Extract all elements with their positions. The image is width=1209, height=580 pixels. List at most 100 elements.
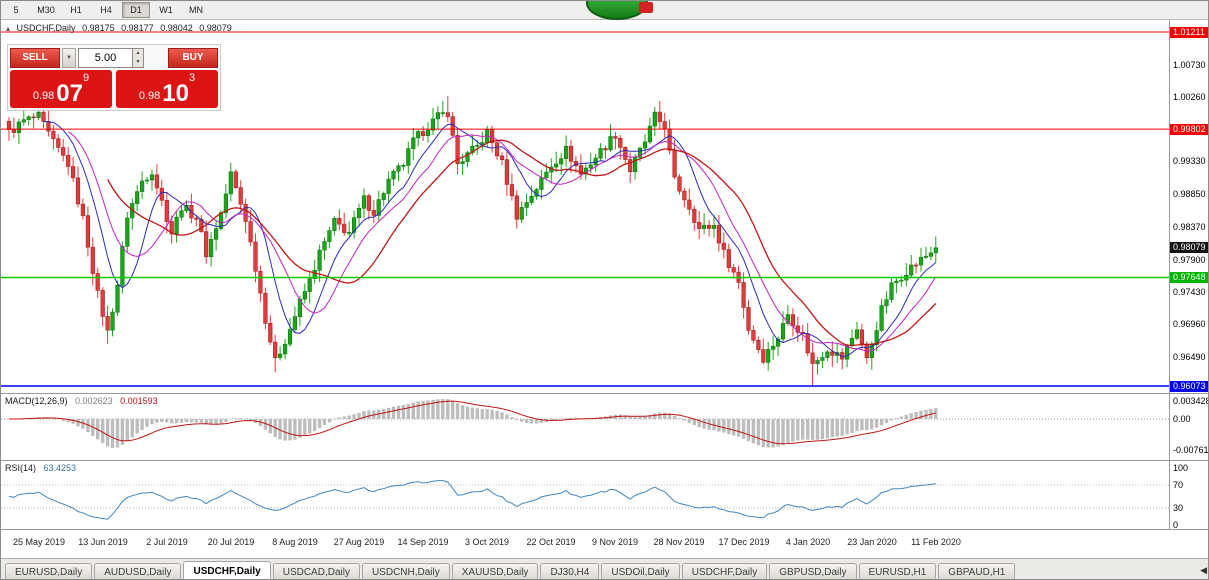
price-axis-label-1.01211: 1.01211 [1170, 27, 1208, 38]
price-axis-label-0.97648: 0.97648 [1170, 272, 1208, 283]
one-click-controls: SELL ▼ ▲ ▼ BUY [10, 47, 218, 68]
macd-name: MACD(12,26,9) [5, 396, 68, 406]
chart-tabs: EURUSD,Daily AUDUSD,Daily USDCHF,Daily USDC… [5, 561, 1017, 579]
ohlc-header: ▴ USDCHF,Daily 0.98175 0.98177 0.98042 0… [6, 23, 236, 33]
buy-price-sup: 3 [189, 72, 196, 84]
buy-price-display[interactable]: 0.98 10 3 [116, 70, 218, 108]
price-axis-label-0.98370: 0.98370 [1173, 222, 1206, 232]
rsi-chart[interactable] [1, 461, 1169, 529]
macd-signal-line [9, 400, 936, 445]
macd-axis-label--0.007615: -0.007615 [1173, 445, 1209, 455]
broker-logo-tag [639, 2, 653, 13]
date-label-8: 3 Oct 2019 [464, 537, 510, 547]
date-label-14: 23 Jan 2020 [847, 537, 897, 547]
buy-price-base: 0.98 [138, 90, 161, 102]
rsi-axis-label-30: 30 [1173, 503, 1184, 513]
tab-usdcnh-daily[interactable]: USDCNH,Daily [361, 563, 450, 579]
price-axis-label-0.97430: 0.97430 [1173, 287, 1206, 297]
rsi-axis[interactable]: 100 70 30 0 [1169, 461, 1208, 530]
timeframe-d1[interactable]: D1 [122, 2, 150, 18]
tab-usdchf-daily[interactable]: USDCHF,Daily [183, 561, 271, 579]
date-label-5: 8 Aug 2019 [272, 537, 318, 547]
macd-axis[interactable]: 0.003428 0.00 -0.007615 [1169, 394, 1209, 460]
price-axis-label-1.00260: 1.00260 [1173, 92, 1206, 102]
date-label-2: 13 Jun 2019 [78, 537, 128, 547]
volume-stepper: ▲ ▼ [132, 47, 144, 68]
rsi-axis-label-70: 70 [1173, 480, 1184, 490]
date-label-10: 9 Nov 2019 [591, 537, 639, 547]
date-label-7: 14 Sep 2019 [397, 537, 449, 547]
rsi-line [8, 480, 936, 520]
volume-control: ▲ ▼ [78, 47, 166, 68]
price-axis-label-1.00730: 1.00730 [1173, 60, 1206, 70]
one-click-prices: 0.98 07 9 0.98 10 3 [10, 70, 218, 108]
tab-usdchf-daily[interactable]: USDCHF,Daily [681, 563, 768, 579]
price-axis-label-0.97900: 0.97900 [1173, 255, 1206, 265]
tab-gbpusd-daily[interactable]: GBPUSD,Daily [769, 563, 857, 579]
macd-panel: MACD(12,26,9) 0.002623 0.001593 0.003428… [1, 393, 1209, 460]
ma-mid-line [67, 131, 937, 352]
macd-value: 0.002623 [75, 396, 113, 406]
price-axis-label-0.98850: 0.98850 [1173, 189, 1206, 199]
high-value: 0.98177 [121, 23, 154, 33]
sell-price-main: 07 [56, 80, 83, 107]
sell-price-base: 0.98 [32, 90, 55, 102]
tab-gbpaud-h1[interactable]: GBPAUD,H1 [938, 563, 1016, 579]
date-label-15: 11 Feb 2020 [911, 537, 961, 547]
timeframe-5[interactable]: 5 [13, 5, 19, 15]
volume-decrease-button[interactable]: ▼ [135, 58, 141, 65]
buy-button[interactable]: BUY [168, 47, 218, 68]
collapse-icon[interactable]: ▴ [6, 24, 11, 33]
chevron-down-icon: ▼ [66, 54, 72, 61]
timeframe-w1[interactable]: W1 [159, 5, 173, 15]
macd-signal-value: 0.001593 [120, 396, 158, 406]
open-value: 0.98175 [82, 23, 115, 33]
sell-button[interactable]: SELL [10, 47, 60, 68]
price-axis[interactable]: 1.01211 1.00730 1.00260 0.99802 0.99330 0.988… [1169, 20, 1208, 393]
date-label-1: 25 May 2019 [12, 537, 66, 547]
candles-group [6, 96, 938, 387]
tab-scroll-left-button[interactable]: ◀ [1200, 565, 1207, 575]
date-label-3: 2 Jul 2019 [146, 537, 188, 547]
timeframe-m30[interactable]: M30 [37, 5, 55, 15]
tab-xauusd-daily[interactable]: XAUUSD,Daily [451, 563, 539, 579]
macd-axis-label-0.003428: 0.003428 [1173, 396, 1209, 406]
low-value: 0.98042 [160, 23, 193, 33]
one-click-trading-panel: SELL ▼ ▲ ▼ BUY 0.98079 0.981 [7, 44, 221, 111]
rsi-value: 63.4253 [43, 463, 77, 473]
date-axis[interactable]: 25 May 2019 13 Jun 2019 2 Jul 2019 20 Jul 2… [1, 529, 1208, 558]
candlestick-chart[interactable] [1, 20, 1169, 393]
main-chart-panel: ▴ USDCHF,Daily 0.98175 0.98177 0.98042 0… [1, 20, 1208, 393]
tab-audusd-daily[interactable]: AUDUSD,Daily [94, 563, 182, 579]
timeframe-h1[interactable]: H1 [70, 5, 82, 15]
volume-input[interactable] [78, 47, 132, 68]
date-label-13: 4 Jan 2020 [785, 537, 831, 547]
volume-increase-button[interactable]: ▲ [135, 49, 141, 56]
sell-price-sup: 9 [83, 72, 90, 84]
tab-usdoil-daily[interactable]: USDOil,Daily [601, 563, 680, 579]
tab-usdcad-daily[interactable]: USDCAD,Daily [272, 563, 360, 579]
price-axis-label-0.96490: 0.96490 [1173, 352, 1206, 362]
date-label-4: 20 Jul 2019 [207, 537, 255, 547]
price-axis-label-0.99330: 0.99330 [1173, 156, 1206, 166]
rsi-name: RSI(14) [5, 463, 37, 473]
date-label-9: 22 Oct 2019 [526, 537, 576, 547]
date-label-6: 27 Aug 2019 [333, 537, 385, 547]
timeframe-h4[interactable]: H4 [100, 5, 112, 15]
timeframe-mn[interactable]: MN [189, 5, 203, 15]
rsi-label: RSI(14) 63.4253 [5, 463, 81, 473]
date-label-12: 17 Dec 2019 [718, 537, 770, 547]
buy-price-main: 10 [162, 80, 189, 107]
sell-price-display[interactable]: 0.98 07 9 [10, 70, 112, 108]
timeframe-buttons: 5 M30 H1 H4 D1 W1 MN [1, 1, 211, 19]
macd-chart[interactable] [1, 394, 1169, 460]
tab-eurusd-daily[interactable]: EURUSD,Daily [5, 563, 93, 579]
rsi-axis-label-100: 100 [1173, 463, 1189, 473]
tab-dj30-h4[interactable]: DJ30,H4 [540, 563, 600, 579]
symbol-label: USDCHF,Daily [16, 23, 76, 33]
close-value: 0.98079 [199, 23, 232, 33]
price-axis-label-0.96073: 0.96073 [1170, 381, 1208, 392]
volume-dropdown-button[interactable]: ▼ [62, 47, 76, 68]
tab-eurusd-h1[interactable]: EURUSD,H1 [858, 563, 937, 579]
